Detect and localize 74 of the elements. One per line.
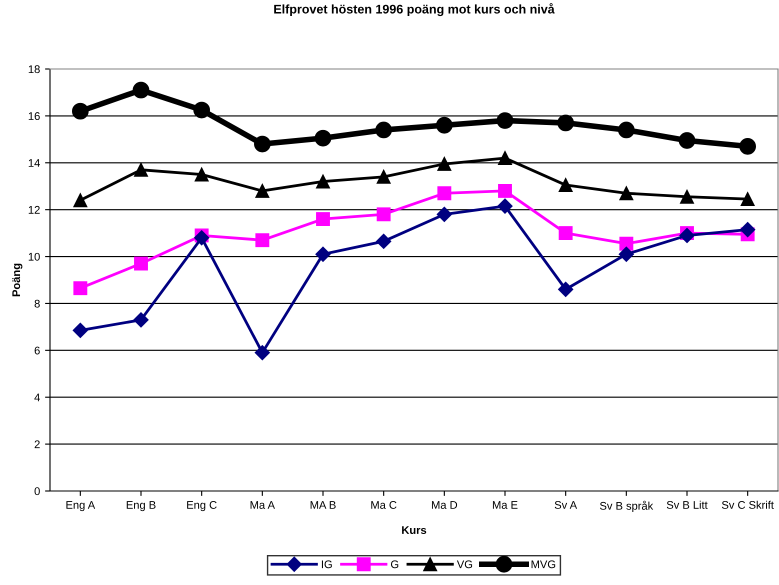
y-tick-label: 8	[34, 300, 40, 308]
legend-label: IG	[322, 560, 332, 568]
x-tick-label: Sv A	[554, 501, 578, 509]
point	[740, 222, 756, 238]
point	[254, 345, 270, 360]
point	[72, 102, 89, 120]
point	[558, 178, 573, 192]
y-tick-label: 6	[34, 346, 40, 354]
point	[134, 256, 148, 271]
point	[194, 230, 210, 246]
chart-title: Elfprovet hösten 1996 poäng mot kurs och nivå	[274, 3, 555, 16]
x-tick-label: Eng C	[187, 501, 217, 512]
x-tick-label: Ma C	[371, 501, 397, 509]
point	[375, 122, 392, 138]
point	[496, 112, 514, 129]
y-axis-title: Poäng	[12, 264, 22, 296]
point	[73, 281, 88, 296]
point	[498, 151, 512, 166]
y-tick-label: 4	[34, 394, 40, 402]
x-tick-label: Sv B Litt	[666, 500, 708, 509]
point	[437, 186, 452, 200]
x-tick-label: Ma E	[492, 501, 518, 509]
point	[679, 228, 695, 244]
point	[193, 102, 210, 118]
x-tick-label: MA B	[310, 501, 336, 509]
y-tick-label: 16	[28, 112, 40, 120]
point	[316, 174, 330, 188]
point	[619, 236, 634, 251]
y-tick-label: 0	[34, 487, 40, 496]
point	[316, 212, 330, 226]
point	[73, 193, 88, 208]
point	[678, 132, 696, 149]
y-tick-label: 18	[28, 65, 40, 74]
x-tick-label: Ma D	[432, 501, 458, 509]
point	[315, 246, 331, 262]
legend-label: VG	[456, 560, 472, 568]
point	[618, 122, 635, 138]
point	[739, 138, 756, 155]
point	[194, 168, 209, 182]
point	[376, 207, 391, 222]
point	[133, 312, 149, 328]
point	[72, 322, 88, 338]
point	[255, 184, 270, 198]
point	[436, 206, 452, 222]
x-tick-label: Sv C Skrift	[722, 500, 774, 509]
point	[557, 114, 574, 132]
x-tick-label: Sv B språk	[600, 500, 654, 512]
point	[376, 234, 392, 249]
point	[436, 116, 453, 134]
point	[680, 190, 694, 204]
legend-label: G	[390, 560, 398, 568]
x-tick-label: Eng B	[126, 501, 156, 512]
x-tick-label: Ma A	[250, 501, 275, 509]
point	[497, 198, 513, 214]
point	[134, 162, 148, 177]
x-axis-title: Kurs	[402, 526, 426, 534]
point	[314, 130, 332, 146]
y-tick-label: 12	[28, 206, 40, 214]
point	[437, 157, 452, 171]
point	[132, 82, 150, 98]
point	[254, 136, 271, 152]
point	[376, 170, 391, 184]
legend-label: MVG	[532, 560, 556, 568]
point	[618, 246, 634, 262]
y-tick-label: 14	[28, 159, 40, 167]
point	[740, 192, 755, 206]
point	[558, 282, 574, 297]
point	[498, 184, 512, 198]
point	[255, 233, 270, 248]
y-tick-label: 10	[28, 252, 40, 261]
point	[558, 226, 573, 240]
y-tick-label: 2	[34, 440, 40, 448]
x-tick-label: Eng A	[66, 501, 96, 512]
point	[619, 186, 634, 200]
